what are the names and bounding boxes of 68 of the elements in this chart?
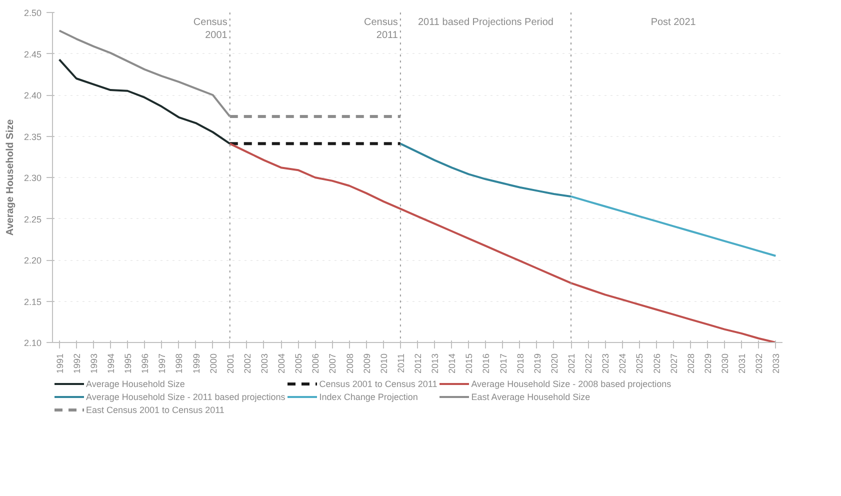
legend-label: Average Household Size - 2008 based projections <box>471 378 672 389</box>
line-series <box>399 142 572 198</box>
x-tick-label: 2016 <box>481 353 492 374</box>
annotation: 2011 based Projections Period <box>418 17 554 28</box>
x-tick-label: 1991 <box>54 353 65 374</box>
y-tick-label: 2.40 <box>24 90 42 100</box>
x-tick-label: 2009 <box>362 353 372 374</box>
x-tick-label: 2013 <box>430 353 440 374</box>
ref-line-label: Census 2001 <box>193 17 228 41</box>
x-tick-label: 2007 <box>328 353 338 374</box>
x-tick-label: 2031 <box>737 353 748 374</box>
line-series <box>58 58 231 145</box>
legend-label: Index Change Projection <box>319 391 418 402</box>
x-tick-label: 2012 <box>413 353 423 374</box>
x-tick-label: 2021 <box>566 353 577 374</box>
annotation: Post 2021 <box>650 17 696 28</box>
x-tick-label: 1996 <box>140 353 150 374</box>
legend-label: Average Household Size <box>86 378 185 389</box>
x-tick-label: 2026 <box>652 353 662 374</box>
x-tick-label: 2005 <box>294 353 304 374</box>
ref-line-label: Census 2011 <box>364 17 398 41</box>
legend-label: Average Household Size - 2011 based projections <box>86 391 286 402</box>
x-tick-label: 1997 <box>157 353 168 374</box>
x-tick-label: 2023 <box>600 353 611 374</box>
x-tick-label: 1999 <box>191 353 202 374</box>
y-tick-label: 2.50 <box>24 8 42 18</box>
x-tick-label: 1993 <box>88 353 99 374</box>
legend-label: East Average Household Size <box>471 391 590 402</box>
x-tick-label: 2006 <box>310 353 321 374</box>
y-tick-label: 2.45 <box>24 49 42 60</box>
x-tick-label: 1995 <box>123 353 134 374</box>
x-tick-label: 2014 <box>447 353 458 374</box>
x-tick-label: 2032 <box>754 353 764 374</box>
x-tick-label: 1992 <box>72 353 82 374</box>
x-tick-label: 2000 <box>208 353 218 374</box>
x-tick-label: 2028 <box>686 353 696 374</box>
y-tick-label: 2.25 <box>24 214 42 224</box>
y-axis-title: Average Household Size <box>4 118 16 236</box>
x-tick-label: 2033 <box>771 353 782 374</box>
x-tick-label: 2017 <box>498 353 508 374</box>
line-series <box>228 142 777 342</box>
x-tick-label: 2024 <box>618 353 628 374</box>
x-tick-label: 2003 <box>259 353 270 374</box>
line-series <box>570 195 777 257</box>
x-tick-label: 2015 <box>464 353 474 374</box>
y-tick-label: 2.20 <box>24 256 42 266</box>
x-tick-label: 2011 <box>396 353 406 373</box>
x-tick-label: 2020 <box>549 353 560 374</box>
x-tick-label: 1994 <box>106 353 116 374</box>
y-tick-label: 2.30 <box>24 173 42 183</box>
x-tick-label: 2001 <box>225 353 236 374</box>
x-tick-label: 2018 <box>515 353 526 374</box>
x-tick-label: 2004 <box>276 353 287 374</box>
x-tick-label: 2008 <box>344 353 355 374</box>
legend-label: Census 2001 to Census 2011 <box>319 378 438 389</box>
x-tick-label: 2029 <box>702 353 713 374</box>
x-tick-label: 2010 <box>378 353 389 374</box>
x-tick-label: 2019 <box>532 353 542 374</box>
y-tick-label: 2.35 <box>24 132 42 142</box>
legend-label: East Census 2001 to Census 2011 <box>86 404 224 415</box>
y-tick-label: 2.10 <box>24 338 42 348</box>
x-tick-label: 2002 <box>242 353 252 374</box>
y-tick-label: 2.15 <box>24 296 42 307</box>
x-tick-label: 2030 <box>720 353 730 374</box>
x-tick-label: 2025 <box>634 353 645 374</box>
x-tick-label: 2022 <box>584 353 594 374</box>
x-tick-label: 1998 <box>174 353 184 374</box>
x-tick-label: 2027 <box>668 353 679 374</box>
